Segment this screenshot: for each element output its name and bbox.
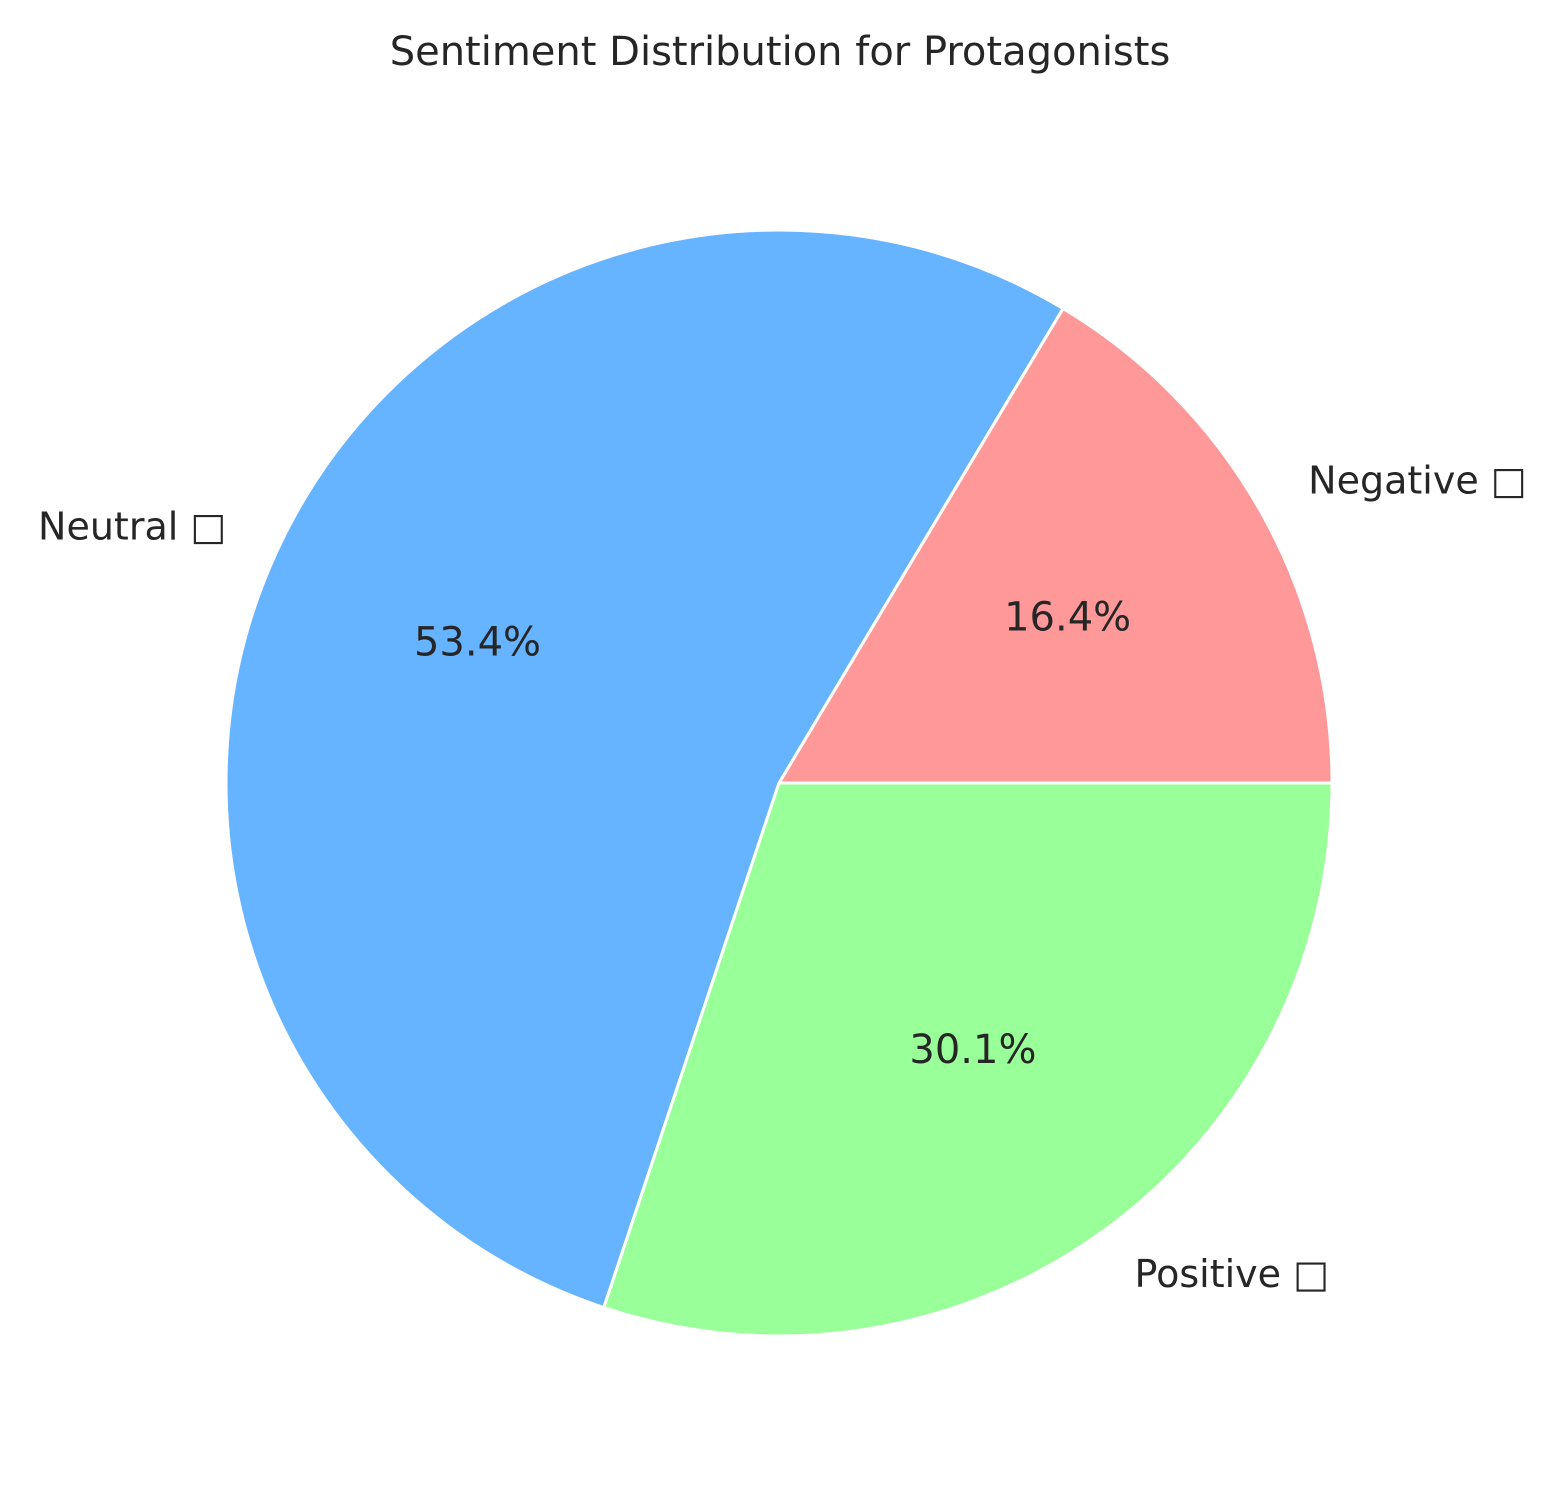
pie-slice-2 xyxy=(602,781,1334,1338)
slice-label-1: Neutral □ xyxy=(38,504,226,548)
chart-title: Sentiment Distribution for Protagonists xyxy=(390,29,1171,75)
pie-slice-0 xyxy=(777,306,1334,785)
slice-label-2: Positive □ xyxy=(1135,1252,1329,1296)
pie-labels: Negative □ 16.4% Neutral □ 53.4% Positive □ 3… xyxy=(38,459,1527,1297)
pie-slices xyxy=(224,228,1334,1338)
pie-slice-1 xyxy=(224,228,1065,1310)
slice-percent-0: 16.4% xyxy=(1004,594,1131,640)
slice-percent-1: 53.4% xyxy=(414,619,541,665)
slice-label-0: Negative □ xyxy=(1308,459,1527,503)
slice-percent-2: 30.1% xyxy=(909,1027,1036,1073)
